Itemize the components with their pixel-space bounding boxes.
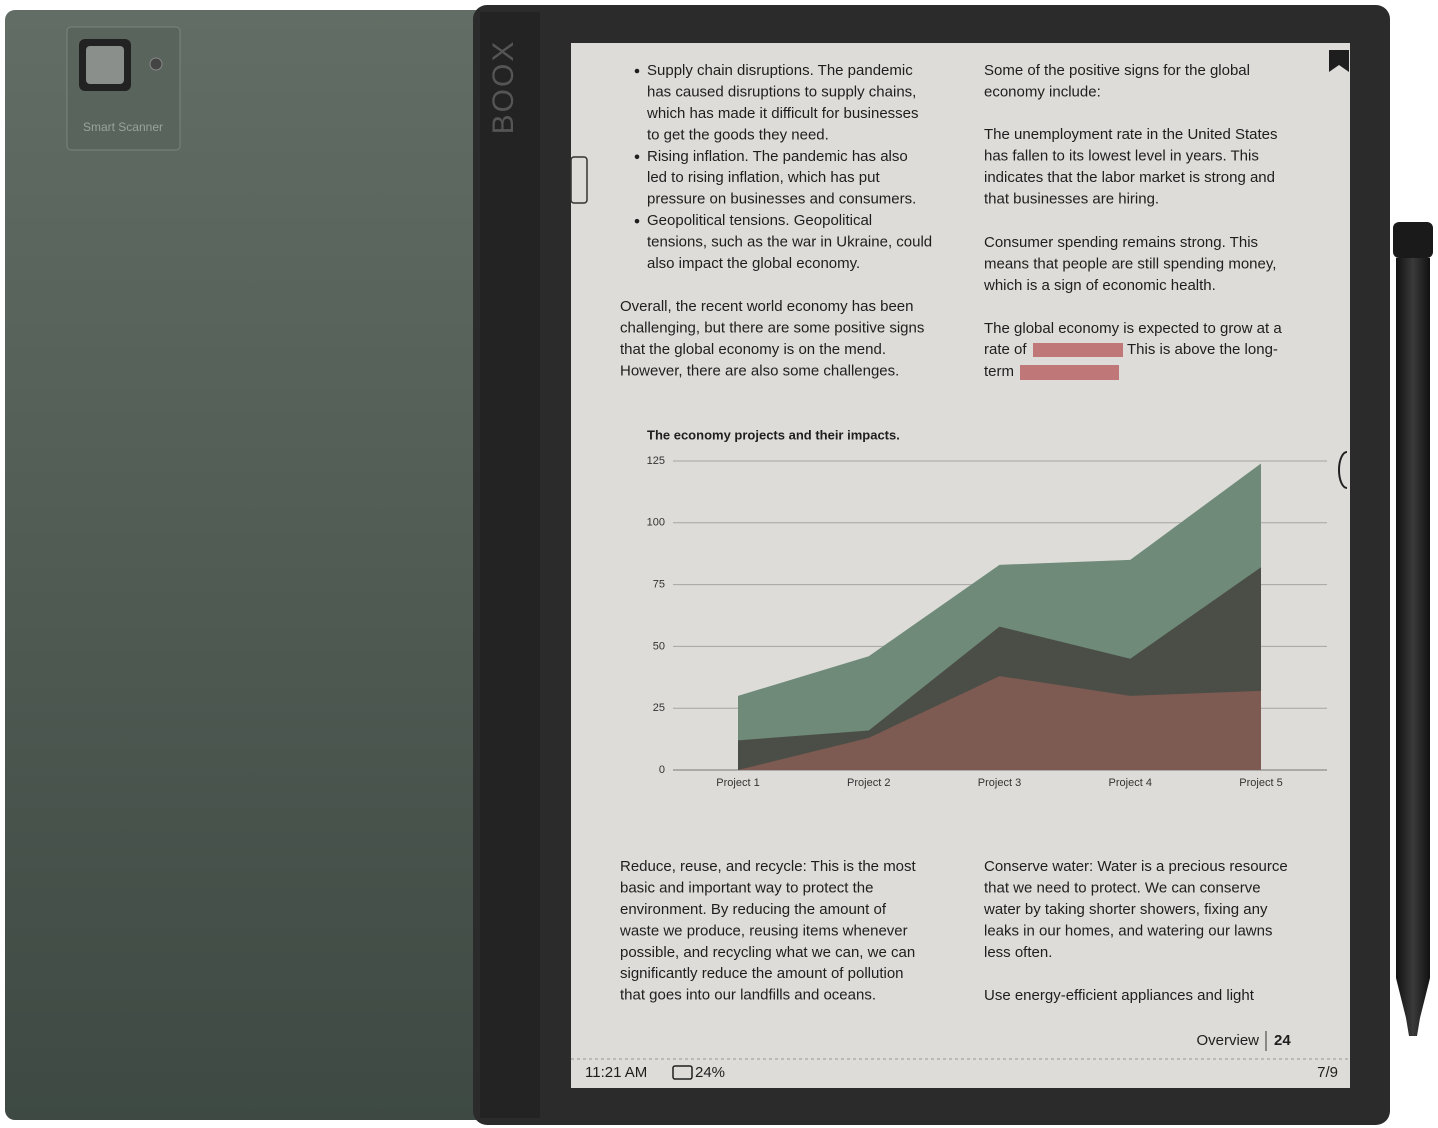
paragraph-line: Rising inflation. The pandemic has also	[647, 148, 908, 165]
battery-level: 24%	[695, 1064, 725, 1081]
camera-glass	[86, 46, 124, 84]
page-number: 24	[1274, 1032, 1291, 1049]
x-tick-label: Project 3	[978, 777, 1021, 789]
paragraph-line: The unemployment rate in the United Stat…	[984, 126, 1278, 143]
back-cover	[5, 10, 485, 1120]
paragraph-line: This is above the long-	[1127, 341, 1278, 358]
paragraph-line: Conserve water: Water is a precious reso…	[984, 858, 1288, 875]
x-tick-label: Project 1	[716, 777, 759, 789]
paragraph-line: led to rising inflation, which has put	[647, 169, 880, 186]
x-tick-label: Project 4	[1109, 777, 1152, 789]
page-progress: 7/9	[1317, 1064, 1338, 1081]
paragraph-line: environment. By reducing the amount of	[620, 901, 887, 918]
y-tick-label: 125	[647, 455, 665, 467]
paragraph-line: that businesses are hiring.	[984, 190, 1159, 207]
paragraph-line: Reduce, reuse, and recycle: This is the …	[620, 858, 917, 875]
y-tick-label: 25	[653, 702, 665, 714]
area	[738, 676, 1261, 770]
x-tick-label: Project 5	[1239, 777, 1282, 789]
y-tick-label: 75	[653, 579, 665, 591]
paragraph-line: less often.	[984, 944, 1052, 961]
paragraph-line: economy include:	[984, 83, 1101, 100]
paragraph-line: has caused disruptions to supply chains,	[647, 83, 916, 100]
highlight	[1033, 343, 1123, 357]
bezel	[480, 12, 540, 1118]
flash	[149, 57, 163, 71]
x-tick-label: Project 2	[847, 777, 890, 789]
paragraph-line: basic and important way to protect the	[620, 879, 873, 896]
side-handle	[570, 156, 588, 204]
paragraph-line: tensions, such as the war in Ukraine, co…	[647, 234, 932, 251]
paragraph-line: significantly reduce the amount of pollu…	[620, 965, 904, 982]
side-arc	[1338, 451, 1348, 489]
brand-logo: BOOX	[487, 40, 520, 135]
camera-label: Smart Scanner	[83, 120, 163, 134]
y-tick-label: 0	[659, 764, 665, 776]
paragraph-line: The global economy is expected to grow a…	[984, 320, 1282, 337]
paragraph-line: waste we produce, reusing items whenever	[619, 922, 908, 939]
battery-icon	[672, 1065, 693, 1080]
paragraph-line: to get the goods they need.	[647, 126, 829, 143]
pen-cap	[1393, 222, 1433, 258]
paragraph-line: Some of the positive signs for the globa…	[984, 62, 1250, 79]
paragraph-line: Geopolitical tensions. Geopolitical	[647, 212, 872, 229]
paragraph-line: which is a sign of economic health.	[983, 277, 1216, 294]
paragraph-line: rate of	[984, 341, 1027, 358]
paragraph-line: leaks in our homes, and watering our law…	[984, 922, 1273, 939]
highlight	[1020, 365, 1119, 380]
paragraph-line: term	[984, 363, 1014, 380]
y-tick-label: 50	[653, 640, 665, 652]
paragraph-line: pressure on businesses and consumers.	[647, 191, 916, 208]
paragraph-line: that we need to protect. We can conserve	[984, 879, 1261, 896]
paragraph-line: Overall, the recent world economy has be…	[620, 298, 914, 315]
paragraph-line: However, there are also some challenges.	[620, 362, 899, 379]
paragraph-line: that goes into our landfills and oceans.	[620, 987, 876, 1004]
paragraph-line: which has made it difficult for business…	[646, 105, 919, 122]
bullet	[634, 154, 640, 160]
y-tick-label: 100	[647, 517, 665, 529]
section-name: Overview	[1196, 1032, 1259, 1049]
paragraph-line: indicates that the labor market is stron…	[984, 169, 1275, 186]
bullet	[634, 218, 640, 224]
paragraph-line: challenging, but there are some positive…	[620, 319, 924, 336]
paragraph-line: that the global economy is on the mend.	[620, 341, 886, 358]
paragraph-line: has fallen to its lowest level in years.…	[984, 147, 1259, 164]
paragraph-line: Consumer spending remains strong. This	[984, 234, 1258, 251]
paragraph-line: means that people are still spending mon…	[984, 255, 1276, 272]
paragraph-line: water by taking shorter showers, fixing …	[983, 901, 1268, 918]
paragraph-line: Use energy-efficient appliances and ligh…	[984, 987, 1255, 1004]
paragraph-line: also impact the global economy.	[647, 255, 860, 272]
clock: 11:21 AM	[585, 1064, 647, 1081]
bookmark-icon[interactable]	[1329, 50, 1349, 72]
paragraph-line: Supply chain disruptions. The pandemic	[647, 62, 913, 79]
stylus	[1396, 258, 1430, 1036]
chart-title: The economy projects and their impacts.	[647, 427, 900, 442]
paragraph-line: possible, and recycling what we can, we …	[620, 944, 915, 961]
bullet	[634, 68, 640, 74]
